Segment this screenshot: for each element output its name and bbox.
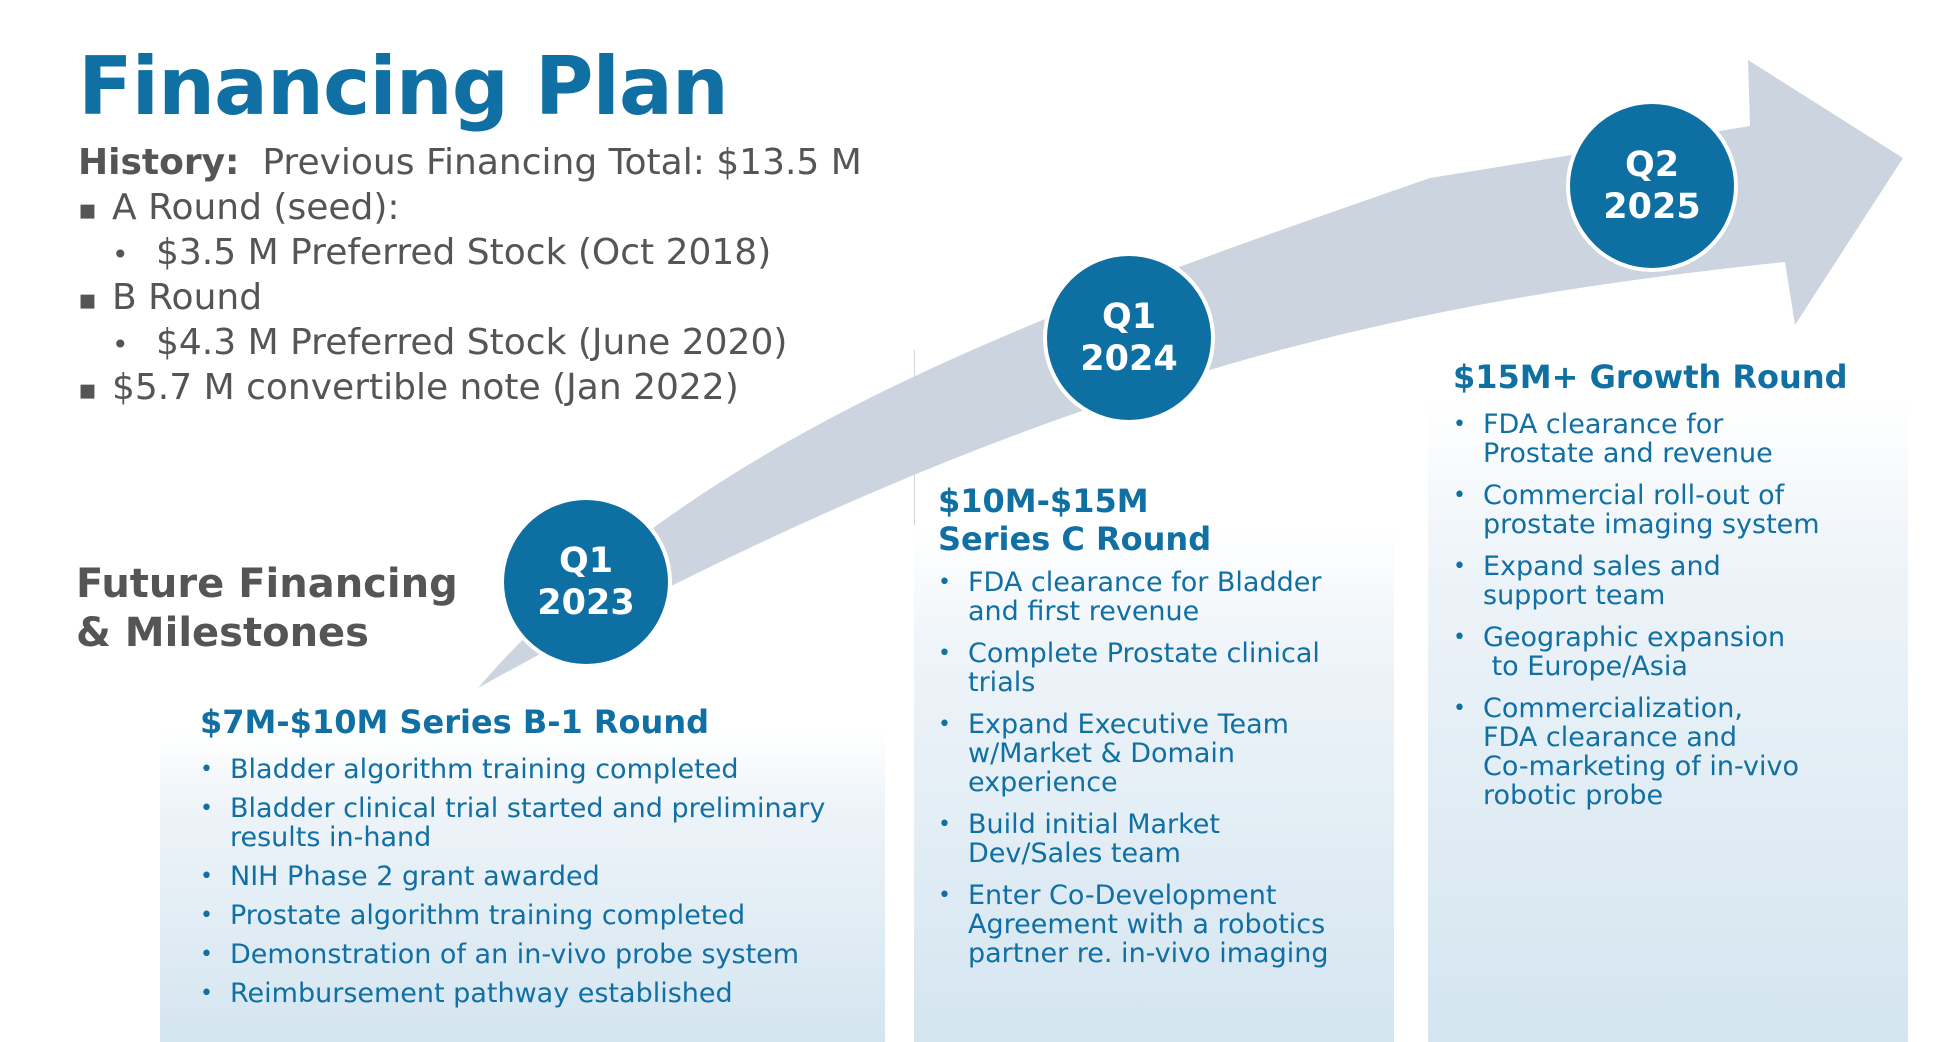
round-title-line: $7M-$10M Series B-1 Round: [200, 703, 709, 741]
year-label: 2024: [1080, 339, 1178, 379]
milestone-bullet-line: w/Market & Domain: [968, 738, 1235, 769]
round-title-2025: $15M+ Growth Round: [1453, 358, 1903, 396]
milestone-bullet: Reimbursement pathway established: [200, 979, 880, 1008]
year-label: 2023: [537, 583, 635, 623]
round-title-line: $10M-$15M: [938, 482, 1149, 520]
history-item: $3.5 M Preferred Stock (Oct 2018): [78, 230, 862, 275]
milestone-bullet-line: NIH Phase 2 grant awarded: [230, 861, 600, 892]
milestone-bullet-line: and first revenue: [968, 596, 1200, 627]
milestone-bullet-line: Build initial Market: [968, 809, 1221, 840]
history-item: A Round (seed):: [78, 185, 862, 230]
round-title-line: Series C Round: [938, 520, 1212, 558]
future-heading-line-2: & Milestones: [76, 610, 369, 656]
history-label: History:: [78, 142, 240, 183]
milestone-content-2024: $10M-$15M Series C Round FDA clearance f…: [938, 482, 1388, 981]
milestone-list-2023: Bladder algorithm training completed Blad…: [200, 755, 880, 1008]
milestone-bullet-line: Enter Co-Development: [968, 880, 1277, 911]
round-title-2023: $7M-$10M Series B-1 Round: [200, 703, 880, 741]
history-header: History: Previous Financing Total: $13.5…: [78, 140, 862, 185]
milestone-bullet-line: Commercialization,: [1483, 693, 1744, 724]
milestone-bullet-line: Expand sales and: [1483, 551, 1721, 582]
quarter-label: Q1: [558, 541, 614, 581]
milestone-bullet-line: Reimbursement pathway established: [230, 978, 733, 1009]
milestone-content-2023: $7M-$10M Series B-1 Round Bladder algori…: [200, 703, 880, 1018]
quarter-badge-q1-2024: Q1 2024: [1043, 252, 1215, 424]
milestone-bullet: NIH Phase 2 grant awarded: [200, 862, 880, 891]
milestone-bullet-line: experience: [968, 767, 1118, 798]
history-item: B Round: [78, 275, 862, 320]
milestone-bullet-line: Prostate algorithm training completed: [230, 900, 746, 931]
milestone-bullet: Prostate algorithm training completed: [200, 901, 880, 930]
milestone-bullet-line: Agreement with a robotics: [968, 909, 1326, 940]
milestone-bullet-line: Bladder algorithm training completed: [230, 754, 739, 785]
milestone-bullet-line: Demonstration of an in-vivo probe system: [230, 939, 800, 970]
quarter-label: Q1: [1101, 297, 1157, 337]
milestone-bullet: Bladder algorithm training completed: [200, 755, 880, 784]
milestone-bullet-line: partner re. in-vivo imaging: [968, 938, 1329, 969]
milestone-bullet: Bladder clinical trial started and preli…: [200, 794, 880, 852]
round-title-2024: $10M-$15M Series C Round: [938, 482, 1388, 558]
milestone-content-2025: $15M+ Growth Round FDA clearance forPros…: [1453, 358, 1903, 823]
quarter-badge-q1-2023: Q1 2023: [500, 496, 672, 668]
milestone-bullet-line: Co-marketing of in-vivo: [1483, 751, 1799, 782]
column-divider: [914, 350, 915, 530]
milestone-bullet-line: FDA clearance for: [1483, 409, 1724, 440]
history-section: History: Previous Financing Total: $13.5…: [78, 140, 862, 410]
milestone-bullet-line: FDA clearance for Bladder: [968, 567, 1322, 598]
round-title-line: $15M+ Growth Round: [1453, 358, 1848, 396]
future-heading-line-1: Future Financing: [76, 561, 458, 607]
milestone-bullet-line: prostate imaging system: [1483, 509, 1820, 540]
history-list: A Round (seed):$3.5 M Preferred Stock (O…: [78, 185, 862, 410]
milestone-bullet-line: Dev/Sales team: [968, 838, 1181, 869]
milestone-bullet-line: trials: [968, 667, 1036, 698]
milestone-bullet: Demonstration of an in-vivo probe system: [200, 940, 880, 969]
page-title: Financing Plan: [78, 40, 729, 133]
milestone-bullet-line: Expand Executive Team: [968, 709, 1289, 740]
milestone-bullet: Geographic expansion to Europe/Asia: [1453, 623, 1903, 681]
milestone-bullet: Commercialization,FDA clearance andCo-ma…: [1453, 694, 1903, 810]
year-label: 2025: [1603, 187, 1701, 227]
milestone-bullet-line: to Europe/Asia: [1483, 651, 1688, 682]
milestone-bullet-line: Bladder clinical trial started and preli…: [230, 793, 826, 824]
quarter-label: Q2: [1624, 145, 1680, 185]
history-item: $5.7 M convertible note (Jan 2022): [78, 365, 862, 410]
milestone-bullet-line: Complete Prostate clinical: [968, 638, 1320, 669]
future-financing-heading: Future Financing & Milestones: [76, 560, 458, 658]
milestone-bullet-line: robotic probe: [1483, 780, 1664, 811]
history-total: Previous Financing Total: $13.5 M: [262, 142, 862, 183]
milestone-bullet-line: FDA clearance and: [1483, 722, 1737, 753]
history-item: $4.3 M Preferred Stock (June 2020): [78, 320, 862, 365]
milestone-bullet-line: support team: [1483, 580, 1666, 611]
milestone-bullet-line: Prostate and revenue: [1483, 438, 1773, 469]
quarter-badge-q2-2025: Q2 2025: [1566, 100, 1738, 272]
milestone-bullet-line: results in-hand: [230, 822, 432, 853]
milestone-bullet-line: Geographic expansion: [1483, 622, 1786, 653]
milestone-bullet-line: Commercial roll-out of: [1483, 480, 1785, 511]
